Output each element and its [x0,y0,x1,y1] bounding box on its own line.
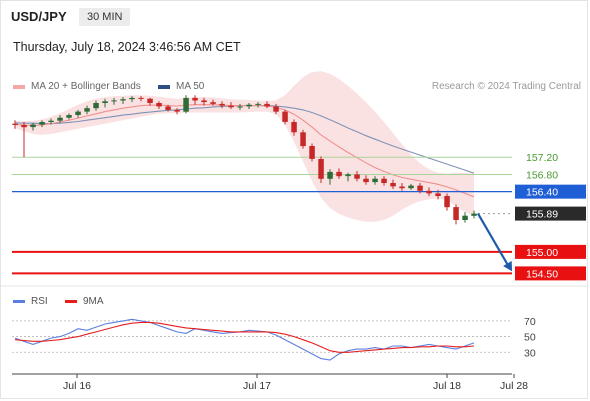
rsi-line [14,318,475,361]
legend-rsi[interactable]: RSI [13,296,48,307]
candle-body [264,103,270,107]
rsi-tick-label: 70 [524,316,536,328]
timeframe-badge[interactable]: 30 MIN [79,8,131,26]
candle-body [273,106,279,112]
candle-body [102,101,108,103]
legend-ma20[interactable]: MA 20 + Bollinger Bands [13,81,141,92]
candle-body [381,178,387,183]
rsi-tick-label: 50 [524,332,536,344]
ma9-swatch [65,300,77,303]
candle-body [192,97,198,101]
forecast-arrow-head [503,261,512,272]
candle-body [39,122,45,125]
candle-body [354,174,360,179]
candle-body [93,103,99,109]
candle-body [210,102,216,104]
candle-body [282,111,288,122]
candle-body [318,159,324,179]
candle-body [111,100,117,102]
candle-body [291,122,297,133]
candle-body [327,171,333,179]
ma50-label: MA 50 [176,81,205,92]
candle-body [453,207,459,220]
candle-body [30,124,36,128]
candle-body [336,171,342,177]
timestamp: Thursday, July 18, 2024 3:46:56 AM CET [13,40,241,54]
candle-body [444,196,450,208]
rsi-swatch [13,300,25,303]
level-label-bg [515,244,586,259]
x-axis-label: Jul 18 [433,380,461,392]
candle-body [219,103,225,106]
legend-9ma[interactable]: 9MA [65,296,104,307]
candle-body [12,123,18,125]
level-label-bg [515,266,586,281]
level-label: 155.89 [526,209,558,221]
candle-body [120,99,126,101]
bollinger-band [15,71,474,222]
x-axis-label: Jul 17 [243,380,271,392]
candle-body [165,106,171,110]
candle-body [435,193,441,196]
ma9-label: 9MA [83,296,104,307]
ma50-swatch [158,84,170,89]
candle-body [147,98,153,103]
candle-body [399,186,405,189]
level-label: 156.80 [526,169,558,181]
candle-body [363,178,369,183]
level-label: 155.00 [526,247,558,259]
x-axis-label: Jul 28 [500,380,528,392]
candle-body [21,125,27,128]
rsi-tick-label: 30 [524,347,536,359]
candle-body [57,117,63,121]
candle-body [300,132,306,147]
legend-ma50[interactable]: MA 50 [158,81,204,92]
rsi-ma-line [14,321,475,353]
candle-body [174,109,180,112]
candle-body [462,215,468,220]
candle-body [75,111,81,115]
candle-body [237,106,243,108]
level-label-bg [515,206,586,221]
candle-body [390,183,396,187]
forecast-arrow-shaft [477,213,509,266]
level-label: 156.40 [526,187,558,199]
candle-body [471,213,477,216]
level-label: 154.50 [526,268,558,280]
candle-body [246,104,252,107]
level-label: 157.20 [526,152,558,164]
level-label-bg [515,184,586,199]
x-axis-label: Jul 16 [63,380,91,392]
candle-body [309,146,315,159]
candle-body [255,103,261,105]
candle-body [156,103,162,107]
research-credit: Research © 2024 Trading Central [431,81,581,92]
ma20-label: MA 20 + Bollinger Bands [31,81,141,92]
candle-body [408,185,414,189]
candle-body [48,120,54,122]
candle-body [345,174,351,177]
ma20-line [14,104,475,198]
candle-body [129,97,135,100]
symbol-title: USD/JPY [11,9,67,24]
candle-body [372,178,378,183]
candle-body [228,105,234,108]
candle-body [417,185,423,191]
candle-body [201,100,207,103]
candle-body [138,97,144,99]
ma20-swatch [13,84,25,89]
candle-body [183,97,189,112]
candle-body [84,108,90,112]
rsi-label: RSI [31,296,48,307]
candle-body [66,115,72,118]
candle-body [426,190,432,194]
